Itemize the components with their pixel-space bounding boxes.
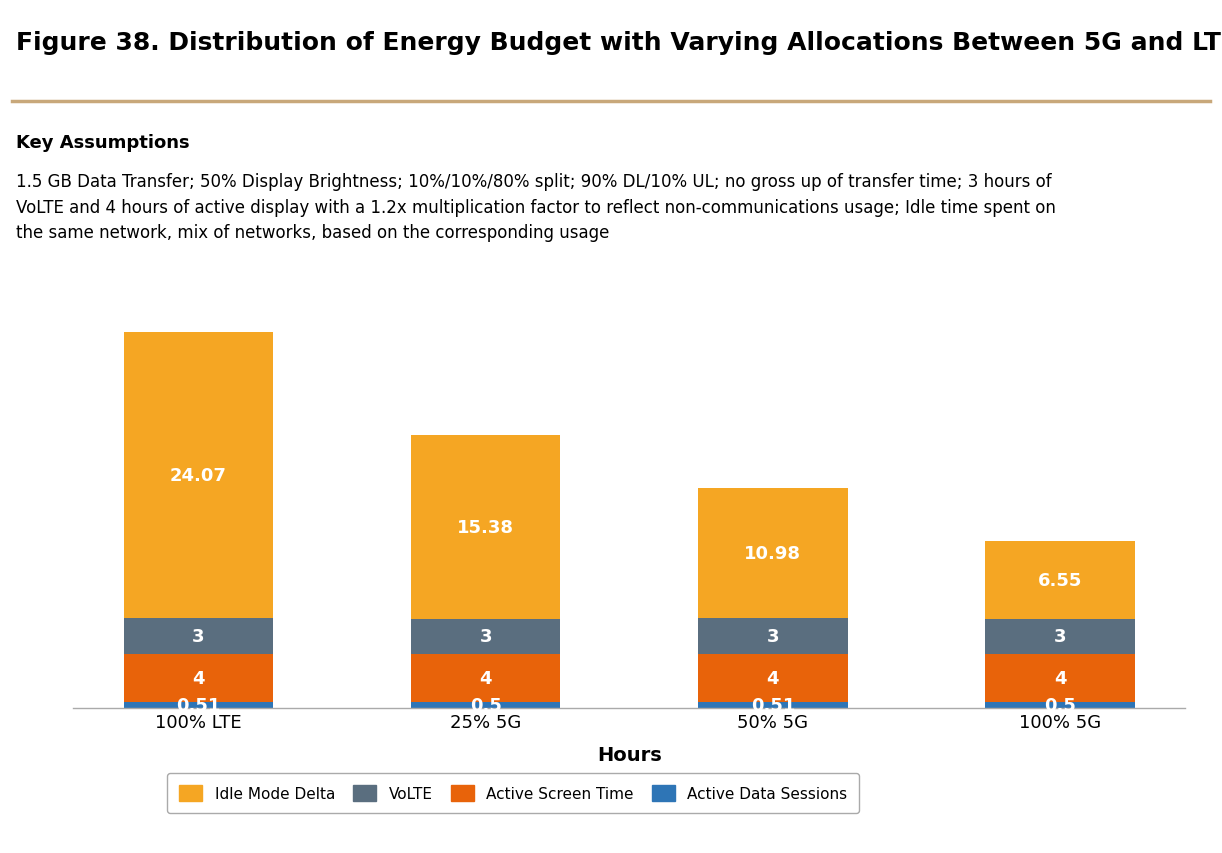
Bar — [411, 654, 561, 702]
Bar — [985, 541, 1135, 618]
Text: 4: 4 — [192, 669, 205, 688]
Text: 0.51: 0.51 — [750, 696, 796, 714]
Text: 24.07: 24.07 — [170, 467, 227, 485]
Text: 3: 3 — [479, 628, 492, 646]
Text: 3: 3 — [766, 628, 780, 646]
Text: 0.51: 0.51 — [176, 696, 221, 714]
Bar — [123, 702, 274, 708]
Text: Key Assumptions: Key Assumptions — [16, 133, 189, 151]
Bar — [985, 702, 1135, 708]
Text: 3: 3 — [192, 628, 205, 646]
Bar — [698, 702, 848, 708]
Bar — [123, 333, 274, 618]
Bar — [411, 618, 561, 654]
Text: 6.55: 6.55 — [1037, 571, 1083, 589]
Text: 0.5: 0.5 — [469, 696, 502, 714]
Text: 15.38: 15.38 — [457, 519, 514, 537]
Bar — [698, 654, 848, 702]
Bar — [411, 702, 561, 708]
Text: 4: 4 — [479, 670, 492, 688]
Bar — [698, 618, 848, 654]
Bar — [698, 488, 848, 618]
Bar — [985, 654, 1135, 702]
Bar — [123, 618, 274, 654]
Bar — [123, 654, 274, 702]
X-axis label: Hours: Hours — [598, 745, 661, 763]
Text: Figure 38. Distribution of Energy Budget with Varying Allocations Between 5G and: Figure 38. Distribution of Energy Budget… — [16, 31, 1222, 55]
Bar — [985, 618, 1135, 654]
Bar — [411, 436, 561, 618]
Text: 4: 4 — [766, 669, 780, 688]
Text: 4: 4 — [1053, 670, 1067, 688]
Text: 10.98: 10.98 — [744, 544, 802, 562]
Text: 0.5: 0.5 — [1044, 696, 1077, 714]
Legend: Idle Mode Delta, VoLTE, Active Screen Time, Active Data Sessions: Idle Mode Delta, VoLTE, Active Screen Ti… — [167, 773, 859, 814]
Text: 3: 3 — [1053, 628, 1067, 646]
Text: 1.5 GB Data Transfer; 50% Display Brightness; 10%/10%/80% split; 90% DL/10% UL; : 1.5 GB Data Transfer; 50% Display Bright… — [16, 173, 1056, 242]
